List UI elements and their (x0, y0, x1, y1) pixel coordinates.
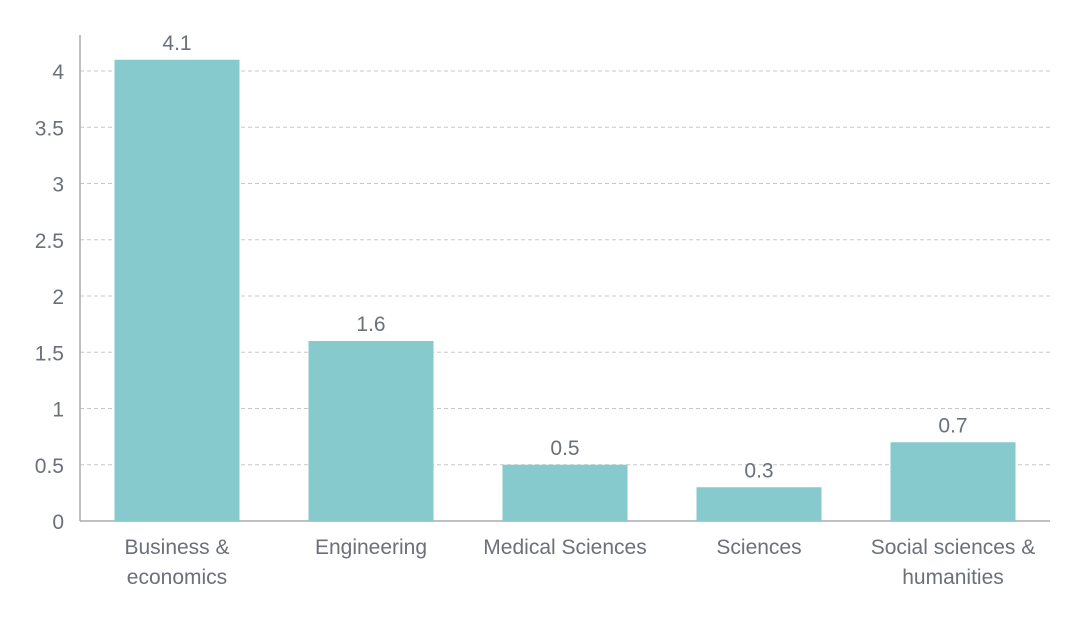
x-tick-label: Business & (124, 536, 229, 559)
y-tick-label: 1 (52, 399, 64, 422)
bar (890, 442, 1016, 521)
bar (696, 487, 822, 521)
bar (114, 59, 240, 521)
bar (308, 341, 434, 521)
bar (502, 464, 628, 521)
x-tick-label: Sciences (716, 536, 801, 559)
x-tick-label: economics (127, 566, 227, 589)
data-label: 4.1 (162, 32, 191, 55)
data-label: 0.3 (744, 459, 773, 482)
x-tick-label: Social sciences & (871, 536, 1036, 559)
y-tick-label: 3 (52, 174, 64, 197)
y-tick-label: 3.5 (35, 117, 64, 140)
x-tick-label: Medical Sciences (483, 536, 646, 559)
y-tick-label: 1.5 (35, 342, 64, 365)
y-tick-label: 2 (52, 286, 64, 309)
x-tick-label: humanities (902, 566, 1004, 589)
y-tick-label: 0.5 (35, 455, 64, 478)
y-tick-label: 0 (52, 511, 64, 534)
x-tick-label: Engineering (315, 536, 427, 559)
y-tick-label: 4 (52, 61, 64, 84)
data-label: 0.7 (938, 414, 967, 437)
data-label: 1.6 (356, 313, 385, 336)
data-label: 0.5 (550, 437, 579, 460)
y-tick-label: 2.5 (35, 230, 64, 253)
